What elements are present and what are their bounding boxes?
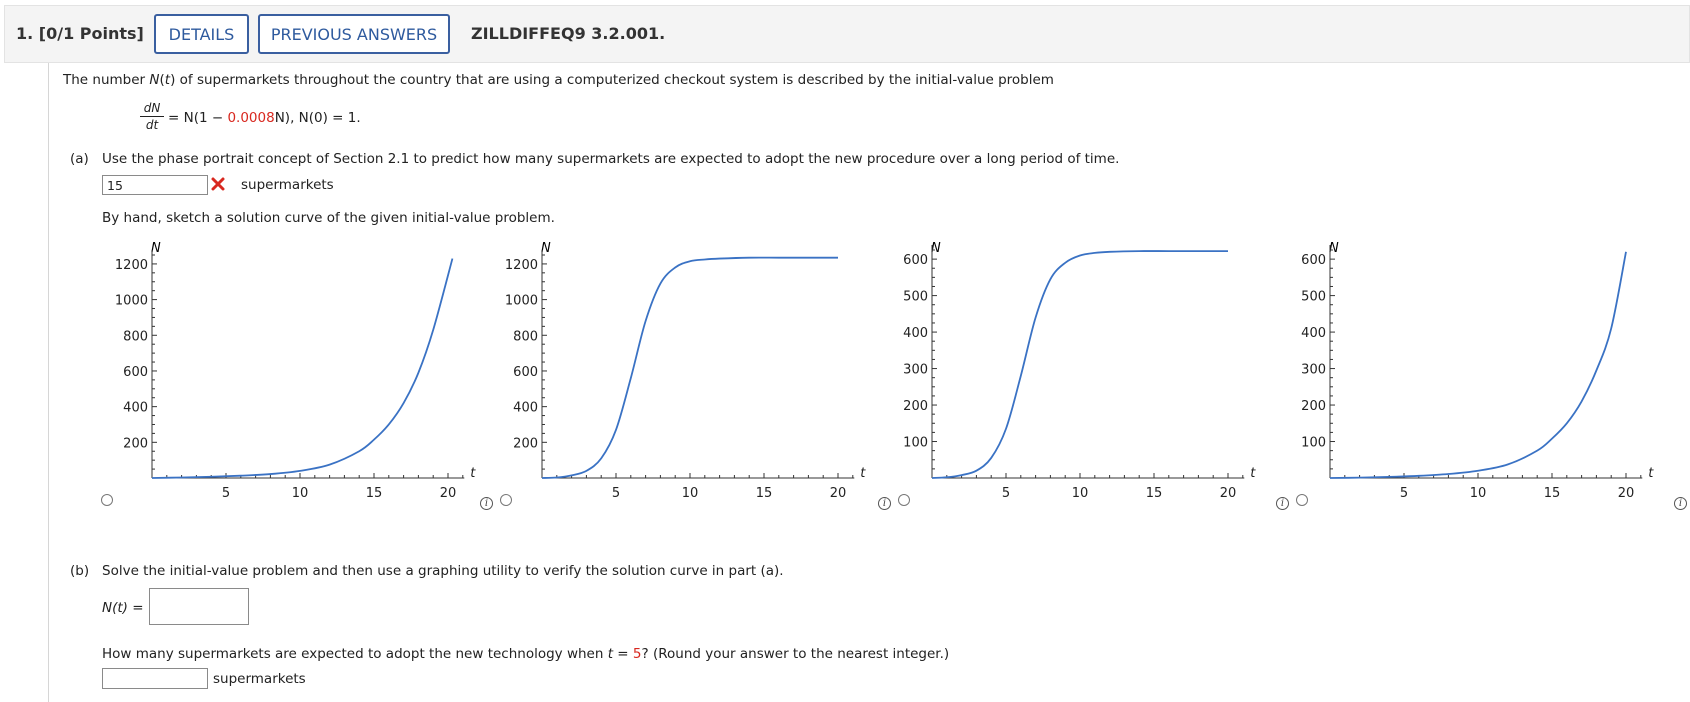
graph-ylabel: N [151, 241, 161, 256]
graph-ylabel: N [931, 241, 941, 256]
details-button[interactable]: DETAILS [154, 14, 249, 54]
points-score: [0/1 Points] [38, 24, 144, 43]
part-b-label: (b) [70, 563, 90, 579]
graph-option-1: N 5 10 15 20 t 200 400 600 800 1000 1200 [115, 241, 476, 501]
x-tick-label: 10 [1470, 486, 1487, 501]
graph-option-3: N 5 10 15 20 t 100 200 300 400 500 600 [903, 241, 1256, 501]
question-header [4, 5, 1690, 63]
question-number: 1. [0/1 Points] [16, 24, 144, 43]
x-tick-label: 5 [1400, 486, 1408, 501]
highlighted-time: 5 [632, 646, 642, 662]
graph-option-4: N 5 10 15 20 t 100 200 300 400 500 600 [1301, 241, 1654, 501]
y-tick-label: 500 [1301, 290, 1326, 305]
y-tick-label: 400 [513, 401, 538, 416]
supermarket-count-input[interactable] [102, 668, 208, 689]
x-tick-label: 20 [440, 486, 457, 501]
y-tick-label: 500 [903, 290, 928, 305]
graph-plot-4: 5 10 15 20 t 100 200 300 400 500 600 [1301, 245, 1654, 501]
graph-plot-1: 5 10 15 20 t 200 400 600 800 1000 1200 [115, 250, 476, 501]
y-tick-label: 600 [903, 253, 928, 268]
y-tick-label: 1000 [115, 294, 148, 309]
y-tick-label: 800 [123, 329, 148, 344]
y-tick-label: 600 [513, 365, 538, 380]
x-tick-label: 10 [682, 486, 699, 501]
graph-xlabel: t [1648, 466, 1654, 481]
y-tick-label: 600 [1301, 253, 1326, 268]
y-tick-label: 200 [903, 399, 928, 414]
x-tick-label: 5 [612, 486, 620, 501]
problem-intro: The number N(t) of supermarkets througho… [63, 72, 1054, 88]
incorrect-x-icon [211, 177, 225, 191]
graph-option-1-radio[interactable] [101, 494, 113, 506]
part-a-label: (a) [70, 151, 89, 167]
y-tick-label: 400 [1301, 326, 1326, 341]
part-a-prompt: Use the phase portrait concept of Sectio… [102, 151, 1120, 167]
x-tick-label: 5 [222, 486, 230, 501]
y-tick-label: 1200 [115, 258, 148, 273]
part-b-question: How many supermarkets are expected to ad… [102, 646, 950, 662]
y-tick-label: 400 [903, 326, 928, 341]
x-tick-label: 15 [756, 486, 773, 501]
x-tick-label: 5 [1002, 486, 1010, 501]
y-tick-label: 800 [513, 329, 538, 344]
graph-xlabel: t [1250, 466, 1256, 481]
x-tick-label: 20 [1618, 486, 1635, 501]
graph-option-4-radio[interactable] [1296, 494, 1308, 506]
answer-unit-label: supermarkets [241, 177, 334, 193]
x-tick-label: 10 [1072, 486, 1089, 501]
solution-curve [931, 250, 1228, 479]
count-unit-label: supermarkets [213, 671, 306, 687]
info-icon[interactable]: i [480, 497, 493, 510]
x-tick-label: 20 [830, 486, 847, 501]
y-tick-label: 600 [123, 365, 148, 380]
y-tick-label: 300 [903, 363, 928, 378]
y-tick-label: 100 [1301, 436, 1326, 451]
info-icon[interactable]: i [1674, 497, 1687, 510]
graph-xlabel: t [470, 466, 476, 481]
y-tick-label: 200 [123, 436, 148, 451]
info-icon[interactable]: i [1276, 497, 1289, 510]
equation-rhs: = N(1 − 0.0008N), N(0) = 1. [168, 110, 361, 126]
sketch-prompt: By hand, sketch a solution curve of the … [102, 210, 555, 226]
graph-plot-2: 5 10 15 20 t 200 400 600 800 1000 1200 [505, 250, 866, 501]
long-term-answer-input[interactable]: 15 [102, 175, 208, 195]
part-b-prompt: Solve the initial-value problem and then… [102, 563, 784, 579]
y-tick-label: 200 [513, 436, 538, 451]
nt-solution-input[interactable] [149, 588, 249, 625]
y-tick-label: 200 [1301, 399, 1326, 414]
graph-option-2: N 5 10 15 20 t 200 400 600 800 1000 1200 [505, 241, 866, 501]
solution-curve [151, 258, 454, 479]
x-tick-label: 15 [1146, 486, 1163, 501]
previous-answers-button[interactable]: PREVIOUS ANSWERS [258, 14, 450, 54]
derivative-fraction: dN dt [140, 101, 164, 132]
nt-label: N(t) = [102, 600, 144, 616]
solution-curve [1329, 251, 1627, 479]
question-id: ZILLDIFFEQ9 3.2.001. [471, 24, 666, 43]
graph-ylabel: N [541, 241, 551, 256]
graph-option-2-radio[interactable] [500, 494, 512, 506]
y-tick-label: 1200 [505, 258, 538, 273]
x-tick-label: 20 [1220, 486, 1237, 501]
highlighted-coefficient: 0.0008 [227, 110, 275, 126]
x-tick-label: 15 [366, 486, 383, 501]
x-tick-label: 10 [292, 486, 309, 501]
graph-ylabel: N [1329, 241, 1339, 256]
y-tick-label: 1000 [505, 294, 538, 309]
graph-plot-3: 5 10 15 20 t 100 200 300 400 500 600 [903, 245, 1256, 501]
y-tick-label: 400 [123, 401, 148, 416]
solution-curve [541, 256, 838, 479]
graph-xlabel: t [860, 466, 866, 481]
content-divider [48, 63, 49, 702]
graph-option-3-radio[interactable] [898, 494, 910, 506]
x-tick-label: 15 [1544, 486, 1561, 501]
y-tick-label: 300 [1301, 363, 1326, 378]
y-tick-label: 100 [903, 436, 928, 451]
info-icon[interactable]: i [878, 497, 891, 510]
